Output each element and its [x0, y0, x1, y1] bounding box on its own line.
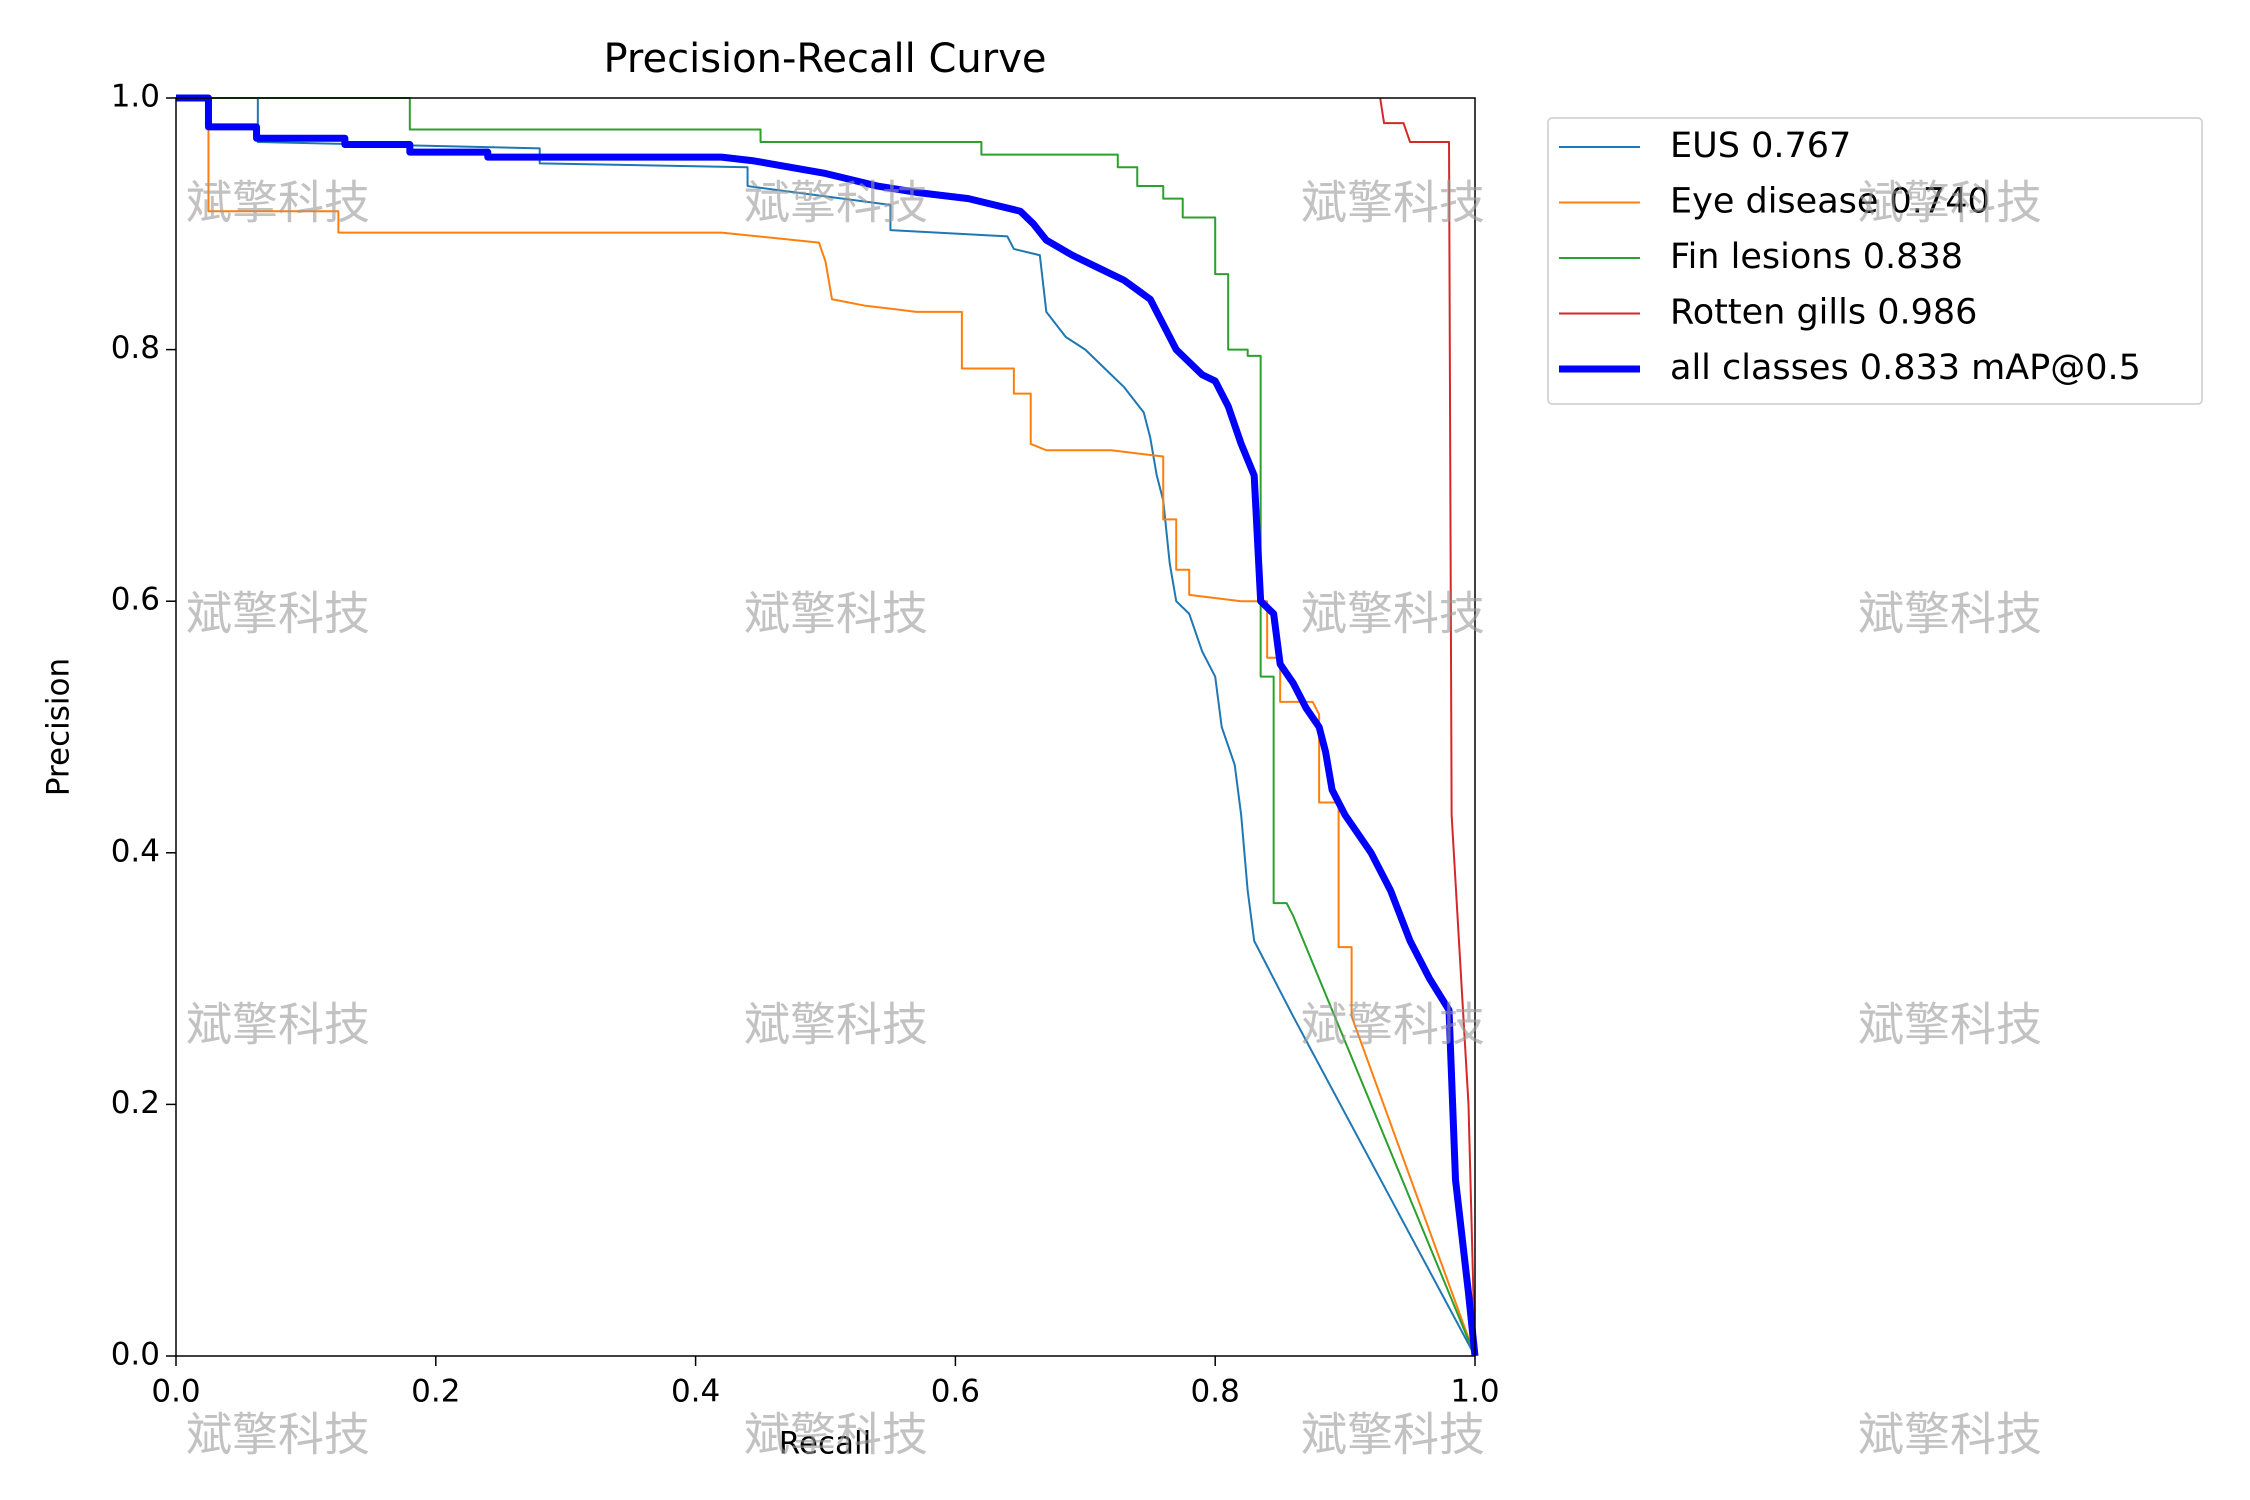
- watermark: 斌擎科技: [186, 1408, 370, 1462]
- watermark: 斌擎科技: [1858, 998, 2042, 1052]
- y-tick-label: 1.0: [111, 79, 160, 115]
- series-line: [176, 94, 1479, 1357]
- watermark: 斌擎科技: [744, 587, 928, 641]
- series-line: [176, 97, 1476, 1357]
- y-tick-label: 0.2: [111, 1085, 160, 1121]
- x-tick-label: 0.4: [671, 1374, 720, 1410]
- x-axis-label: Recall: [779, 1426, 872, 1462]
- x-tick-label: 1.0: [1450, 1374, 1499, 1410]
- y-tick-label: 0.6: [111, 582, 160, 618]
- watermark: 斌擎科技: [186, 587, 370, 641]
- watermark: 斌擎科技: [1301, 176, 1485, 230]
- legend-box: [1547, 117, 2203, 405]
- legend-label: EUS 0.767: [1670, 126, 1851, 166]
- x-tick-label: 0.6: [931, 1374, 980, 1410]
- watermark: 斌擎科技: [1301, 998, 1485, 1052]
- watermark: 斌擎科技: [1858, 1408, 2042, 1462]
- series-line: [176, 97, 1476, 1357]
- legend-label: Eye disease 0.740: [1670, 182, 1990, 222]
- legend-label: Fin lesions 0.838: [1670, 237, 1963, 277]
- y-tick-label: 0.4: [111, 833, 160, 869]
- series-line: [1379, 97, 1476, 1357]
- chart-title: Precision-Recall Curve: [604, 36, 1047, 82]
- watermark: 斌擎科技: [1301, 1408, 1485, 1462]
- watermark: 斌擎科技: [186, 998, 370, 1052]
- y-tick-label: 0.8: [111, 330, 160, 366]
- watermark: 斌擎科技: [186, 176, 370, 230]
- x-tick-label: 0.2: [411, 1374, 460, 1410]
- watermark: 斌擎科技: [744, 998, 928, 1052]
- legend-label: Rotten gills 0.986: [1670, 293, 1977, 333]
- x-tick-label: 0.0: [151, 1374, 200, 1410]
- watermark: 斌擎科技: [1301, 587, 1485, 641]
- legend-label: all classes 0.833 mAP@0.5: [1670, 348, 2141, 388]
- watermark: 斌擎科技: [1858, 587, 2042, 641]
- watermark: 斌擎科技: [744, 1408, 928, 1462]
- y-axis-label: Precision: [41, 658, 77, 796]
- x-tick-label: 0.8: [1191, 1374, 1240, 1410]
- watermark: 斌擎科技: [1858, 176, 2042, 230]
- y-tick-label: 0.0: [111, 1337, 160, 1373]
- watermark: 斌擎科技: [744, 176, 928, 230]
- series-line: [176, 97, 1476, 1357]
- plot-frame: [175, 97, 1476, 1357]
